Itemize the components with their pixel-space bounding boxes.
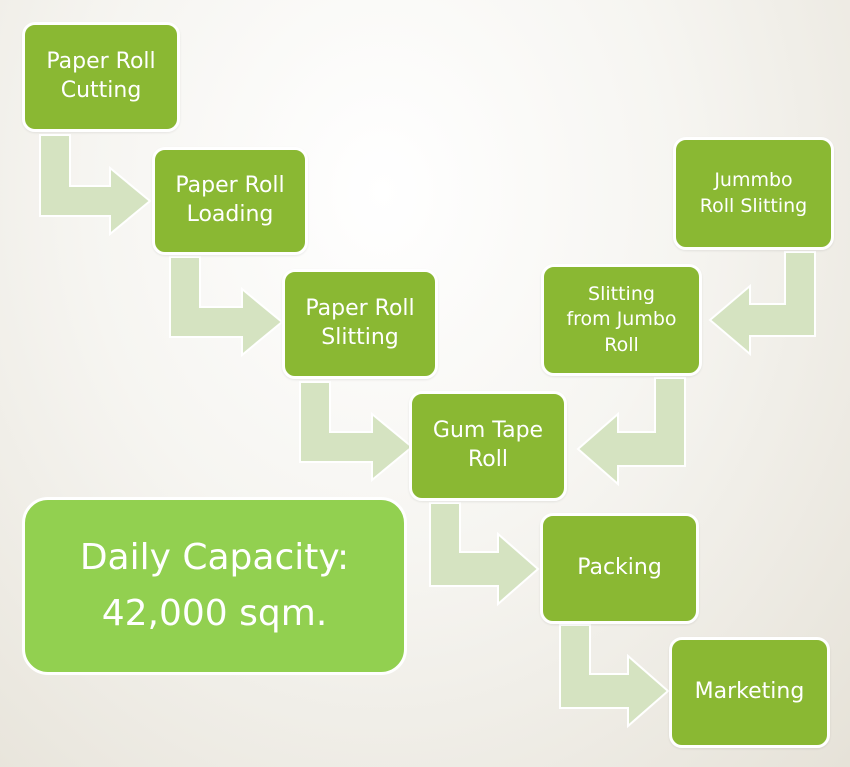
arrow-cutting-to-loading — [39, 134, 152, 237]
step-packing: Packing — [540, 513, 699, 624]
step-gum-tape-roll: Gum Tape Roll — [409, 391, 567, 501]
step-jummbo-roll-slitting: Jummbo Roll Slitting — [673, 137, 834, 250]
arrow-loading-to-slitting — [169, 256, 284, 358]
daily-capacity-box: Daily Capacity: 42,000 sqm. — [22, 497, 407, 675]
daily-capacity-label: Daily Capacity: — [79, 537, 350, 579]
arrow-packing-to-marketing — [559, 624, 670, 729]
step-paper-roll-loading: Paper Roll Loading — [152, 147, 308, 255]
arrow-gumtape-to-packing — [429, 502, 540, 607]
daily-capacity-value: 42,000 sqm. — [101, 593, 328, 634]
step-marketing: Marketing — [669, 637, 830, 748]
step-paper-roll-cutting: Paper Roll Cutting — [22, 22, 180, 132]
step-paper-roll-slitting: Paper Roll Slitting — [282, 269, 438, 379]
arrow-jummbo-to-slitting-jumbo — [708, 251, 816, 357]
arrow-slitting-jumbo-to-gumtape — [576, 377, 686, 487]
arrow-slitting-to-gumtape — [299, 381, 414, 483]
step-slitting-from-jumbo-roll: Slitting from Jumbo Roll — [541, 264, 702, 376]
